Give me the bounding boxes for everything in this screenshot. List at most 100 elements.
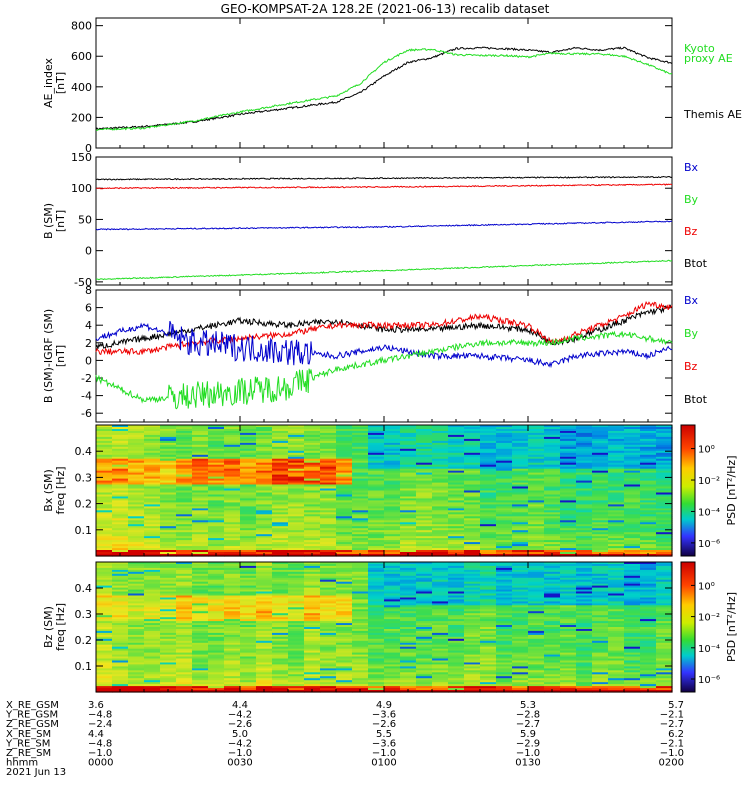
spectrogram-cell bbox=[128, 623, 145, 626]
spectrogram-cell bbox=[560, 550, 577, 553]
series-line bbox=[95, 259, 673, 281]
spectrogram-cell bbox=[112, 514, 129, 517]
spectrogram-cell bbox=[192, 480, 209, 484]
spectrogram-cell bbox=[400, 436, 417, 440]
spectrogram-cell bbox=[112, 542, 129, 545]
spectrogram-cell bbox=[320, 446, 337, 450]
spectrogram-cell bbox=[560, 597, 577, 601]
spectrogram-cell bbox=[416, 682, 433, 685]
spectrogram-cell bbox=[592, 508, 609, 511]
spectrogram-cell bbox=[208, 436, 225, 440]
spectrogram-cell bbox=[544, 512, 561, 515]
spectrogram-cell bbox=[432, 648, 449, 652]
spectrogram-cell bbox=[464, 573, 481, 577]
spectrogram-cell bbox=[352, 629, 369, 632]
spectrogram-cell bbox=[144, 496, 161, 500]
spectrogram-cell bbox=[224, 546, 241, 549]
spectrogram-cell bbox=[544, 648, 561, 652]
spectrogram-cell bbox=[144, 644, 161, 648]
spectrogram-cell bbox=[272, 565, 289, 569]
spectrogram-cell bbox=[384, 540, 401, 543]
spectrogram-cell bbox=[368, 468, 385, 472]
spectrogram-cell bbox=[224, 464, 241, 468]
spectrogram-cell bbox=[464, 662, 481, 666]
spectrogram-cell bbox=[176, 595, 193, 599]
spectrogram-cell bbox=[464, 484, 481, 488]
spectrogram-cell bbox=[176, 670, 193, 673]
spectrogram-cell bbox=[576, 609, 593, 612]
spectrogram-cell bbox=[624, 494, 641, 498]
spectrogram-cell bbox=[416, 548, 433, 551]
spectrogram-cell bbox=[608, 486, 625, 490]
spectrogram-cell bbox=[96, 438, 113, 442]
spectrogram-cell bbox=[144, 504, 161, 507]
spectrogram-cell bbox=[592, 432, 609, 436]
spectrogram-cell bbox=[336, 454, 353, 458]
spectrogram-cell bbox=[96, 512, 113, 515]
spectrogram-cell bbox=[512, 593, 529, 597]
spectrogram-cell bbox=[656, 565, 673, 569]
spectrogram-cell bbox=[352, 587, 369, 591]
spectrogram-cell bbox=[624, 456, 641, 460]
spectrogram-cell bbox=[560, 676, 577, 679]
spectrogram-cell bbox=[352, 514, 369, 517]
spectrogram-cell bbox=[432, 690, 449, 693]
spectrogram-cell bbox=[512, 427, 529, 430]
spectrogram-cell bbox=[656, 502, 673, 505]
y-tick-label: -6 bbox=[81, 407, 92, 420]
spectrogram-cell bbox=[272, 607, 289, 610]
spectrogram-cell bbox=[368, 589, 385, 593]
y-tick-label: -2 bbox=[81, 372, 92, 385]
spectrogram-cell bbox=[432, 646, 449, 650]
spectrogram-cell bbox=[416, 591, 433, 595]
spectrogram-cell bbox=[224, 490, 241, 494]
spectrogram-cell bbox=[112, 482, 129, 486]
spectrogram-cell bbox=[608, 648, 625, 652]
spectrogram-cell bbox=[656, 478, 673, 482]
spectrogram-cell bbox=[496, 680, 513, 683]
spectrogram-cell bbox=[528, 466, 545, 470]
spectrogram-cell bbox=[560, 605, 577, 608]
spectrogram-cell bbox=[160, 682, 177, 685]
spectrogram-cell bbox=[224, 458, 241, 462]
spectrogram-cell bbox=[448, 478, 465, 482]
spectrogram-cell bbox=[288, 617, 305, 620]
spectrogram-cell bbox=[240, 617, 257, 620]
spectrogram-cell bbox=[176, 472, 193, 476]
spectrogram-cell bbox=[384, 601, 401, 604]
spectrogram-cell bbox=[480, 425, 497, 428]
spectrogram-cell bbox=[432, 640, 449, 644]
spectrogram-cell bbox=[272, 431, 289, 434]
spectrogram-cell bbox=[192, 646, 209, 650]
spectrogram-cell bbox=[624, 670, 641, 673]
spectrogram-cell bbox=[320, 468, 337, 472]
spectrogram-cell bbox=[544, 593, 561, 597]
spectrogram-cell bbox=[560, 470, 577, 474]
spectrogram-cell bbox=[448, 484, 465, 488]
spectrogram-cell bbox=[656, 575, 673, 579]
spectrogram-cell bbox=[176, 486, 193, 490]
spectrogram-cell bbox=[592, 464, 609, 468]
spectrogram-cell bbox=[496, 538, 513, 541]
spectrogram-cell bbox=[176, 468, 193, 472]
spectrogram-cell bbox=[288, 540, 305, 543]
spectrogram-cell bbox=[352, 472, 369, 476]
spectrogram-cell bbox=[592, 456, 609, 460]
spectrogram-cell bbox=[192, 478, 209, 482]
spectrogram-cell bbox=[144, 458, 161, 462]
spectrogram-cell bbox=[128, 599, 145, 602]
spectrogram-cell bbox=[608, 652, 625, 656]
spectrogram-cell bbox=[416, 502, 433, 505]
spectrogram-cell bbox=[256, 605, 273, 608]
spectrogram-cell bbox=[400, 442, 417, 446]
spectrogram-cell bbox=[288, 512, 305, 515]
spectrogram-cell bbox=[560, 540, 577, 543]
spectrogram-cell bbox=[560, 460, 577, 464]
spectrogram-cell bbox=[416, 619, 433, 622]
spectrogram-cell bbox=[368, 577, 385, 581]
spectrogram-cell bbox=[416, 542, 433, 545]
spectrogram-cell bbox=[304, 458, 321, 462]
spectrogram-cell bbox=[432, 593, 449, 597]
spectrogram-cell bbox=[640, 550, 657, 553]
spectrogram-cell bbox=[656, 518, 673, 521]
